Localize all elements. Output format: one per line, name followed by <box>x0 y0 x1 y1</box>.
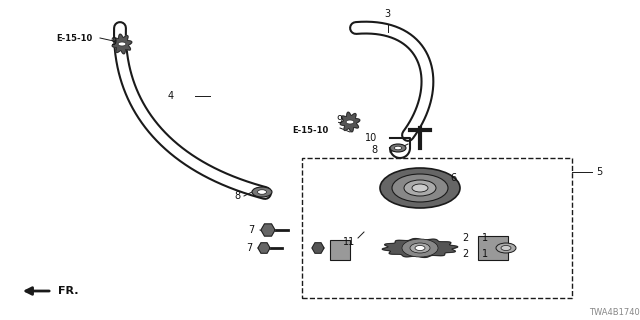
Circle shape <box>412 184 428 192</box>
Text: 8: 8 <box>234 191 240 201</box>
Circle shape <box>410 243 430 253</box>
Text: 1: 1 <box>482 233 488 243</box>
Text: 9: 9 <box>110 37 116 47</box>
Text: 8: 8 <box>372 145 378 155</box>
Circle shape <box>394 146 402 150</box>
Bar <box>330 240 350 260</box>
Text: 2: 2 <box>462 249 468 259</box>
Polygon shape <box>258 243 270 253</box>
Text: 4: 4 <box>168 91 174 101</box>
Circle shape <box>404 180 436 196</box>
Circle shape <box>390 144 406 152</box>
Circle shape <box>380 168 460 208</box>
Text: 10: 10 <box>365 133 377 143</box>
Circle shape <box>392 174 448 202</box>
Text: 3: 3 <box>384 9 390 19</box>
Text: E-15-10: E-15-10 <box>292 125 328 134</box>
Bar <box>478 236 508 260</box>
Bar <box>302 158 572 298</box>
Circle shape <box>415 245 425 251</box>
Circle shape <box>257 190 266 194</box>
Circle shape <box>402 239 438 257</box>
Text: 1: 1 <box>482 249 488 259</box>
Polygon shape <box>112 34 132 54</box>
Circle shape <box>118 42 126 46</box>
Text: 9: 9 <box>336 115 342 125</box>
Circle shape <box>496 243 516 253</box>
Polygon shape <box>340 112 360 132</box>
Text: 6: 6 <box>450 173 456 183</box>
Text: 7: 7 <box>248 225 254 235</box>
Polygon shape <box>261 224 275 236</box>
Circle shape <box>252 187 272 197</box>
Polygon shape <box>382 239 458 257</box>
Text: E-15-10: E-15-10 <box>56 34 92 43</box>
Text: 5: 5 <box>596 167 602 177</box>
Circle shape <box>501 245 511 251</box>
Text: 11: 11 <box>343 237 355 247</box>
Text: FR.: FR. <box>58 286 79 296</box>
Polygon shape <box>312 243 324 253</box>
Text: 2: 2 <box>462 233 468 243</box>
Circle shape <box>346 120 354 124</box>
Text: TWA4B1740: TWA4B1740 <box>589 308 640 317</box>
Text: 7: 7 <box>246 243 252 253</box>
